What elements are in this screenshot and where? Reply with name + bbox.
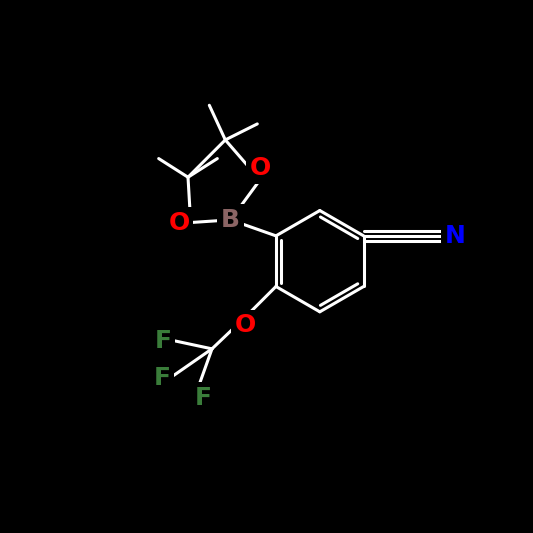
Text: O: O <box>235 313 256 337</box>
Text: O: O <box>168 211 190 235</box>
Text: F: F <box>154 366 171 390</box>
Text: F: F <box>195 386 212 410</box>
Text: N: N <box>445 224 466 248</box>
Text: F: F <box>155 329 172 353</box>
Text: O: O <box>249 156 271 180</box>
Text: B: B <box>221 208 240 232</box>
